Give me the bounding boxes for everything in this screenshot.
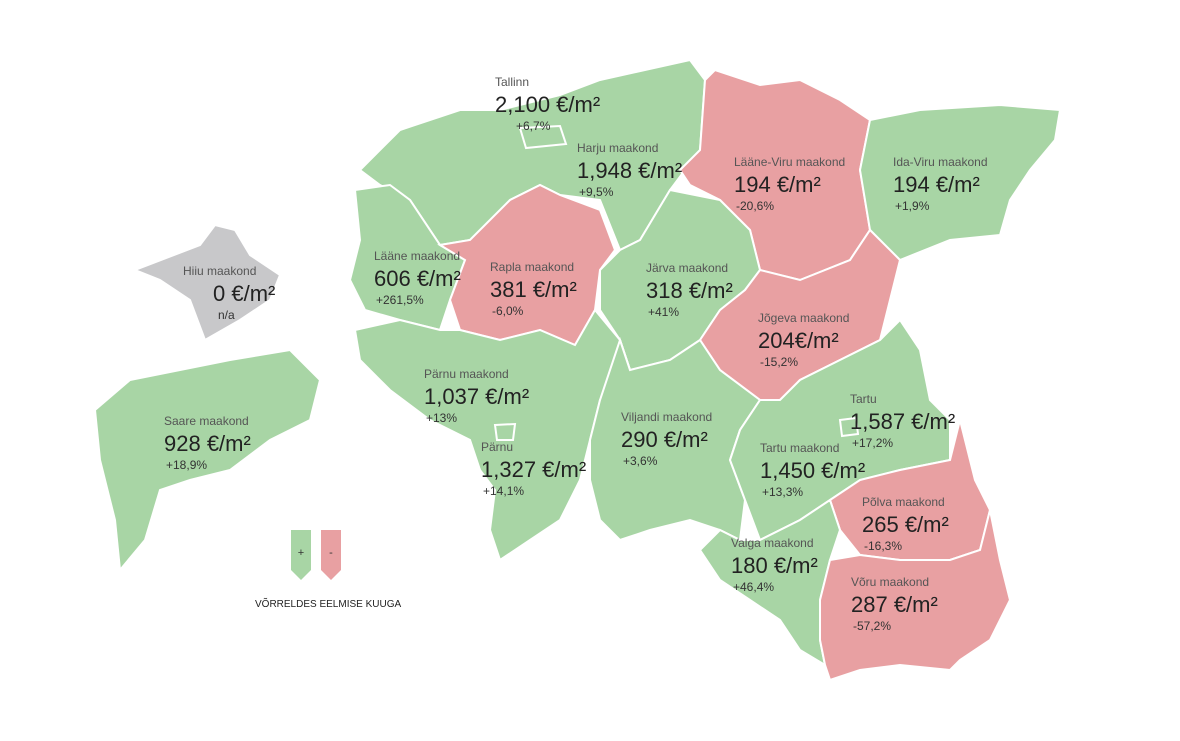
- region: [518, 124, 568, 150]
- region-price: 381 €/m²: [490, 277, 577, 302]
- region-name: Järva maakond: [646, 261, 728, 275]
- region-name: Jõgeva maakond: [758, 311, 849, 325]
- region-price: 318 €/m²: [646, 278, 733, 303]
- region-change: -16,3%: [864, 539, 902, 553]
- region-name: Ida-Viru maakond: [893, 155, 988, 169]
- region-price: 287 €/m²: [851, 592, 938, 617]
- region-name: Saare maakond: [164, 414, 249, 428]
- legend-increase: +: [298, 547, 304, 559]
- region-price: 204€/m²: [758, 328, 839, 353]
- region-price: 928 €/m²: [164, 431, 251, 456]
- legend-decrease: -: [329, 547, 333, 559]
- region-price: 194 €/m²: [893, 172, 980, 197]
- region-change: +18,9%: [166, 458, 207, 472]
- region-change: +261,5%: [376, 293, 424, 307]
- region-name: Tartu: [850, 392, 877, 406]
- region-price: 1,948 €/m²: [577, 158, 682, 183]
- legend-increase-badge: [291, 530, 311, 580]
- region-name: Põlva maakond: [862, 495, 945, 509]
- region-change: n/a: [218, 308, 235, 322]
- region: [838, 416, 860, 438]
- region-price: 1,587 €/m²: [850, 409, 955, 434]
- region-change: +14,1%: [483, 484, 524, 498]
- region-name: Tartu maakond: [760, 441, 839, 455]
- region: [132, 223, 282, 342]
- region-price: 180 €/m²: [731, 553, 818, 578]
- legend-caption: VÕRRELDES EELMISE KUUGA: [255, 597, 401, 610]
- region-name: Rapla maakond: [490, 260, 574, 274]
- region: [353, 308, 632, 562]
- region-name: Harju maakond: [577, 141, 658, 155]
- region-name: Pärnu maakond: [424, 367, 509, 381]
- region-change: -6,0%: [492, 304, 524, 318]
- region-change: +46,4%: [733, 580, 774, 594]
- region-price: 194 €/m²: [734, 172, 821, 197]
- region-name: Võru maakond: [851, 575, 929, 589]
- region-name: Lääne-Viru maakond: [734, 155, 845, 169]
- region-change: +13,3%: [762, 485, 803, 499]
- region-change: -15,2%: [760, 355, 798, 369]
- region-name: Hiiu maakond: [183, 264, 256, 278]
- region: [493, 422, 517, 441]
- region-change: -20,6%: [736, 199, 774, 213]
- region-price: 0 €/m²: [213, 281, 275, 306]
- region-change: +13%: [426, 411, 457, 425]
- region-price: 290 €/m²: [621, 427, 708, 452]
- region-price: 2,100 €/m²: [495, 92, 600, 117]
- region-name: Tallinn: [495, 75, 529, 89]
- legend-decrease-badge: [321, 530, 341, 580]
- region-change: -57,2%: [853, 619, 891, 633]
- region-change: +1,9%: [895, 199, 930, 213]
- region: [93, 348, 322, 573]
- region-price: 1,037 €/m²: [424, 384, 529, 409]
- region-name: Viljandi maakond: [621, 410, 712, 424]
- region: [437, 183, 617, 347]
- region-price: 1,327 €/m²: [481, 457, 586, 482]
- region-name: Valga maakond: [731, 536, 814, 550]
- region-change: +9,5%: [579, 185, 614, 199]
- region: [348, 183, 467, 332]
- region: [819, 509, 1012, 682]
- labels: Harju maakond 1,948 €/m² +9,5% Lääne-Viru m…: [164, 75, 988, 633]
- region-price: 265 €/m²: [862, 512, 949, 537]
- regions: [93, 58, 1062, 682]
- region-name: Pärnu: [481, 440, 513, 454]
- region-change: +41%: [648, 305, 679, 319]
- region-price: 1,450 €/m²: [760, 458, 865, 483]
- region-price: 606 €/m²: [374, 266, 461, 291]
- region-change: +17,2%: [852, 436, 893, 450]
- region-name: Lääne maakond: [374, 249, 460, 263]
- region-change: +6,7%: [516, 119, 551, 133]
- region-change: +3,6%: [623, 454, 658, 468]
